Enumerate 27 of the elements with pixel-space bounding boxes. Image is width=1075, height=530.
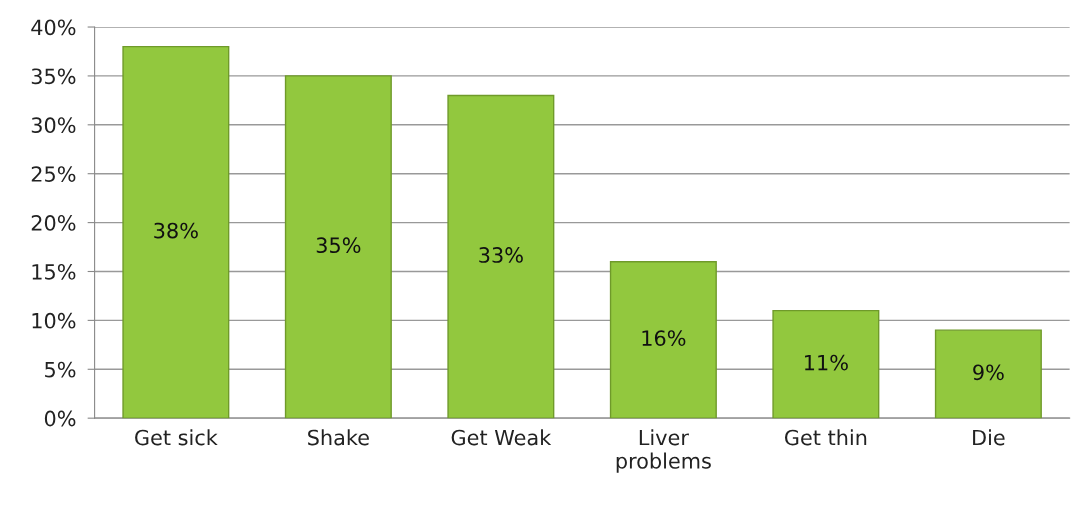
x-tick-label: Shake bbox=[308, 429, 369, 446]
data-label: 11% bbox=[805, 354, 848, 371]
x-tick-label: Get thin bbox=[784, 429, 867, 446]
bar bbox=[772, 309, 880, 419]
bar bbox=[934, 329, 1042, 419]
x-tick-label: Get Weak bbox=[451, 429, 552, 446]
data-label: 9% bbox=[973, 364, 1004, 381]
y-tick-label: 10% bbox=[32, 312, 76, 329]
y-tick-label: 40% bbox=[31, 19, 76, 36]
y-tick-label: 35% bbox=[31, 68, 76, 85]
data-label: 33% bbox=[479, 247, 523, 263]
x-tick-label: Die bbox=[973, 429, 1005, 446]
bar bbox=[284, 75, 392, 419]
data-label: 35% bbox=[316, 237, 361, 254]
y-tick-label: 25% bbox=[31, 166, 76, 182]
y-tick-label: 0% bbox=[44, 410, 76, 427]
y-tick-label: 30% bbox=[31, 117, 76, 134]
data-label: 38% bbox=[154, 222, 198, 239]
y-tick-label: 5% bbox=[45, 361, 76, 378]
bar bbox=[122, 45, 230, 419]
data-label: 16% bbox=[642, 330, 686, 346]
y-tick-label: 20% bbox=[31, 215, 76, 231]
x-tick-label: Liver problems bbox=[616, 429, 711, 473]
x-tick-label: Get sick bbox=[135, 429, 218, 446]
bar bbox=[447, 94, 555, 419]
y-tick-label: 15% bbox=[32, 263, 76, 280]
bar bbox=[609, 261, 717, 419]
